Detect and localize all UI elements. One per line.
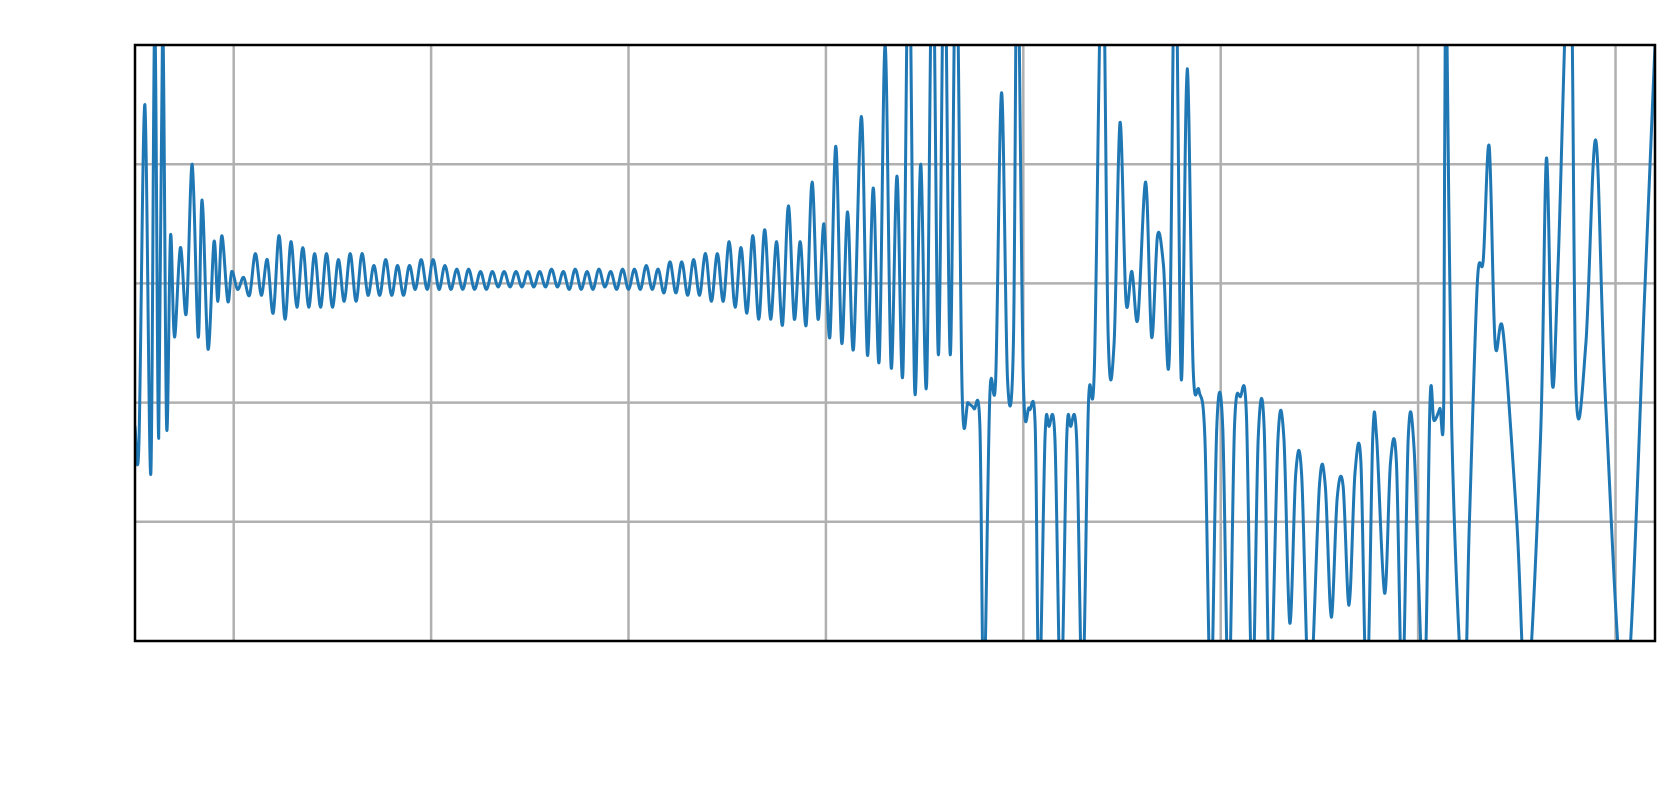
plot-frame <box>133 43 1657 643</box>
series-line-0 <box>135 45 1655 641</box>
series-layer <box>135 45 1655 641</box>
